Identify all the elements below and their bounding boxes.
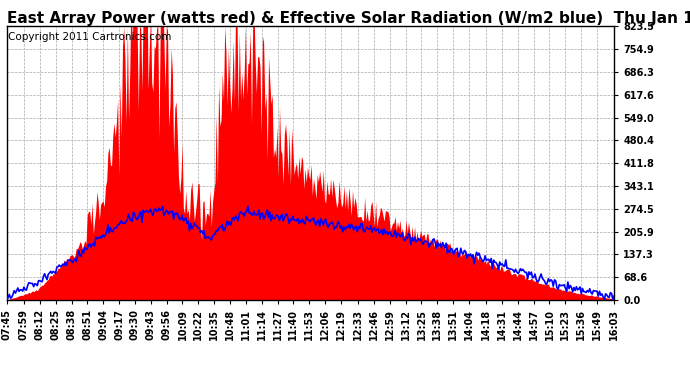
Text: East Array Power (watts red) & Effective Solar Radiation (W/m2 blue)  Thu Jan 13: East Array Power (watts red) & Effective… (7, 11, 690, 26)
Text: Copyright 2011 Cartronics.com: Copyright 2011 Cartronics.com (8, 32, 172, 42)
